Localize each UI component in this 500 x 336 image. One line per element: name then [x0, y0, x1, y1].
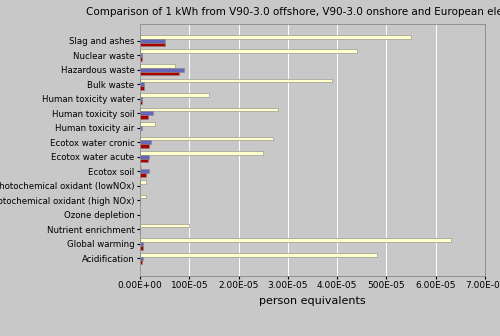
- Bar: [140, 64, 174, 68]
- Bar: [140, 72, 179, 75]
- Bar: [140, 253, 376, 256]
- Bar: [140, 97, 142, 100]
- Bar: [140, 144, 149, 148]
- Bar: [140, 49, 357, 53]
- Title: Comparison of 1 kWh from V90-3.0 offshore, V90-3.0 onshore and European electric: Comparison of 1 kWh from V90-3.0 offshor…: [86, 7, 500, 17]
- Bar: [140, 260, 142, 264]
- Bar: [140, 108, 278, 111]
- Bar: [140, 122, 155, 126]
- Bar: [140, 238, 450, 242]
- Bar: [140, 68, 184, 72]
- Bar: [140, 155, 149, 159]
- Bar: [140, 137, 273, 140]
- Bar: [140, 86, 144, 90]
- Bar: [140, 195, 146, 199]
- Bar: [140, 246, 142, 250]
- Bar: [140, 159, 148, 162]
- Bar: [140, 82, 144, 86]
- Bar: [140, 79, 332, 82]
- Bar: [140, 100, 142, 104]
- Bar: [140, 256, 142, 260]
- Bar: [140, 35, 411, 39]
- Bar: [140, 126, 142, 130]
- Bar: [140, 173, 146, 177]
- Bar: [140, 180, 146, 184]
- Bar: [140, 115, 148, 119]
- Bar: [140, 140, 151, 144]
- Bar: [140, 242, 142, 246]
- Bar: [140, 111, 153, 115]
- X-axis label: person equivalents: person equivalents: [259, 296, 366, 306]
- Bar: [140, 43, 164, 46]
- Bar: [140, 169, 149, 173]
- Bar: [140, 151, 263, 155]
- Bar: [140, 39, 164, 43]
- Bar: [140, 224, 190, 227]
- Bar: [140, 93, 209, 97]
- Bar: [140, 53, 142, 57]
- Bar: [140, 57, 142, 61]
